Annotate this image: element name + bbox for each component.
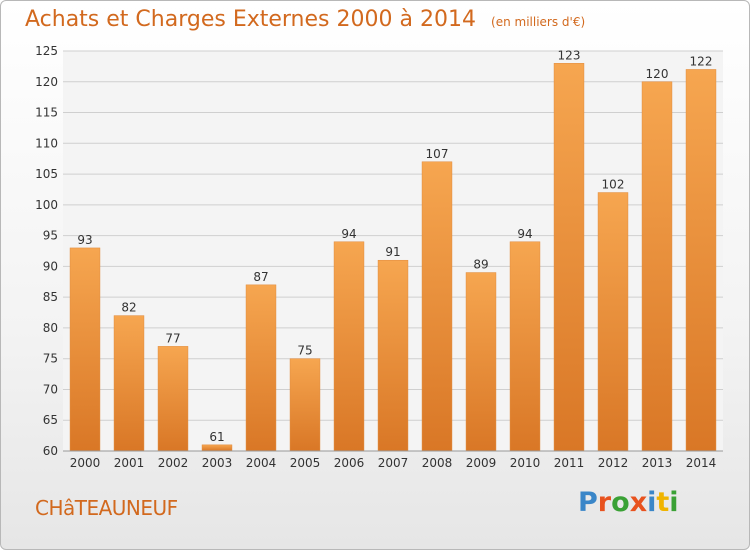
bar-2014: [685, 69, 717, 452]
data-label-2011: 123: [558, 48, 581, 62]
y-tick-label: 65: [43, 413, 58, 427]
data-label-2005: 75: [297, 344, 312, 358]
x-tick-label-2006: 2006: [334, 456, 365, 470]
data-label-2009: 89: [473, 258, 488, 272]
bar-2010: [509, 241, 541, 452]
logo-letter: t: [656, 487, 670, 518]
logo-letter: r: [597, 487, 612, 518]
bar-2004: [245, 284, 277, 452]
bar-2001: [113, 315, 145, 452]
y-tick-label: 60: [43, 444, 58, 458]
bar-2002: [157, 346, 189, 452]
y-tick-label: 85: [43, 290, 58, 304]
x-tick-label-2009: 2009: [466, 456, 497, 470]
bar-2006: [333, 241, 365, 452]
data-label-2000: 93: [77, 233, 92, 247]
y-tick-label: 80: [43, 321, 58, 335]
data-label-2013: 120: [646, 67, 669, 81]
bar-2008: [421, 161, 453, 452]
x-tick-label-2013: 2013: [642, 456, 673, 470]
proxiti-logo: Proxiti: [578, 487, 679, 518]
data-label-2001: 82: [121, 301, 136, 315]
y-axis-labels: 60 65 70 75 80 85 90 95 100 105 110 115 120 125: [35, 44, 58, 458]
data-label-2014: 122: [690, 54, 713, 68]
bar-2007: [377, 259, 409, 452]
data-label-2008: 107: [426, 147, 449, 161]
y-tick-label: 90: [43, 259, 58, 273]
x-tick-label-2008: 2008: [422, 456, 453, 470]
x-tick-label-2010: 2010: [510, 456, 541, 470]
y-tick-label: 125: [35, 44, 58, 58]
logo-letter: i: [647, 487, 657, 518]
y-tick-label: 115: [35, 106, 58, 120]
data-label-2006: 94: [341, 227, 356, 241]
bar-2003: [201, 444, 233, 452]
x-tick-label-2014: 2014: [686, 456, 717, 470]
y-tick-label: 70: [43, 382, 58, 396]
bar-2011: [553, 63, 585, 452]
bars: [69, 63, 717, 452]
data-label-2012: 102: [602, 178, 625, 192]
y-tick-label: 100: [35, 198, 58, 212]
bar-2012: [597, 192, 629, 452]
data-labels: 93 82 77 61 87 75 94 91 107 89 94 123 102 120 122: [77, 48, 712, 444]
x-tick-label-2012: 2012: [598, 456, 629, 470]
bar-2000: [69, 247, 101, 452]
chart-unit-note: (en milliers d'€): [491, 15, 586, 29]
y-tick-label: 75: [43, 352, 58, 366]
logo-letter: P: [578, 487, 598, 518]
x-tick-label-2005: 2005: [290, 456, 321, 470]
chart-title-block: Achats et Charges Externes 2000 à 2014 (…: [25, 7, 585, 32]
data-label-2002: 77: [165, 331, 180, 345]
logo-letter: x: [629, 487, 648, 518]
bar-2013: [641, 81, 673, 452]
y-tick-label: 105: [35, 167, 58, 181]
bar-2009: [465, 272, 497, 452]
data-label-2003: 61: [209, 430, 224, 444]
x-tick-label-2007: 2007: [378, 456, 409, 470]
y-tick-label: 95: [43, 229, 58, 243]
x-tick-label-2004: 2004: [246, 456, 277, 470]
x-tick-label-2001: 2001: [114, 456, 145, 470]
y-tick-label: 120: [35, 75, 58, 89]
x-axis-labels: 2000 2001 2002 2003 2004 2005 2006 2007 2008 2009…: [70, 456, 717, 470]
x-tick-label-2002: 2002: [158, 456, 189, 470]
chart-title: Achats et Charges Externes 2000 à 2014: [25, 7, 476, 32]
x-tick-label-2000: 2000: [70, 456, 101, 470]
data-label-2007: 91: [385, 245, 400, 259]
y-tick-label: 110: [35, 136, 58, 150]
data-label-2004: 87: [253, 270, 268, 284]
town-name: CHâTEAUNEUF: [35, 496, 178, 520]
logo-letter: i: [669, 487, 679, 518]
x-tick-label-2003: 2003: [202, 456, 233, 470]
data-label-2010: 94: [517, 227, 532, 241]
logo-letter: o: [611, 487, 630, 518]
x-tick-label-2011: 2011: [554, 456, 585, 470]
bar-2005: [289, 358, 321, 452]
